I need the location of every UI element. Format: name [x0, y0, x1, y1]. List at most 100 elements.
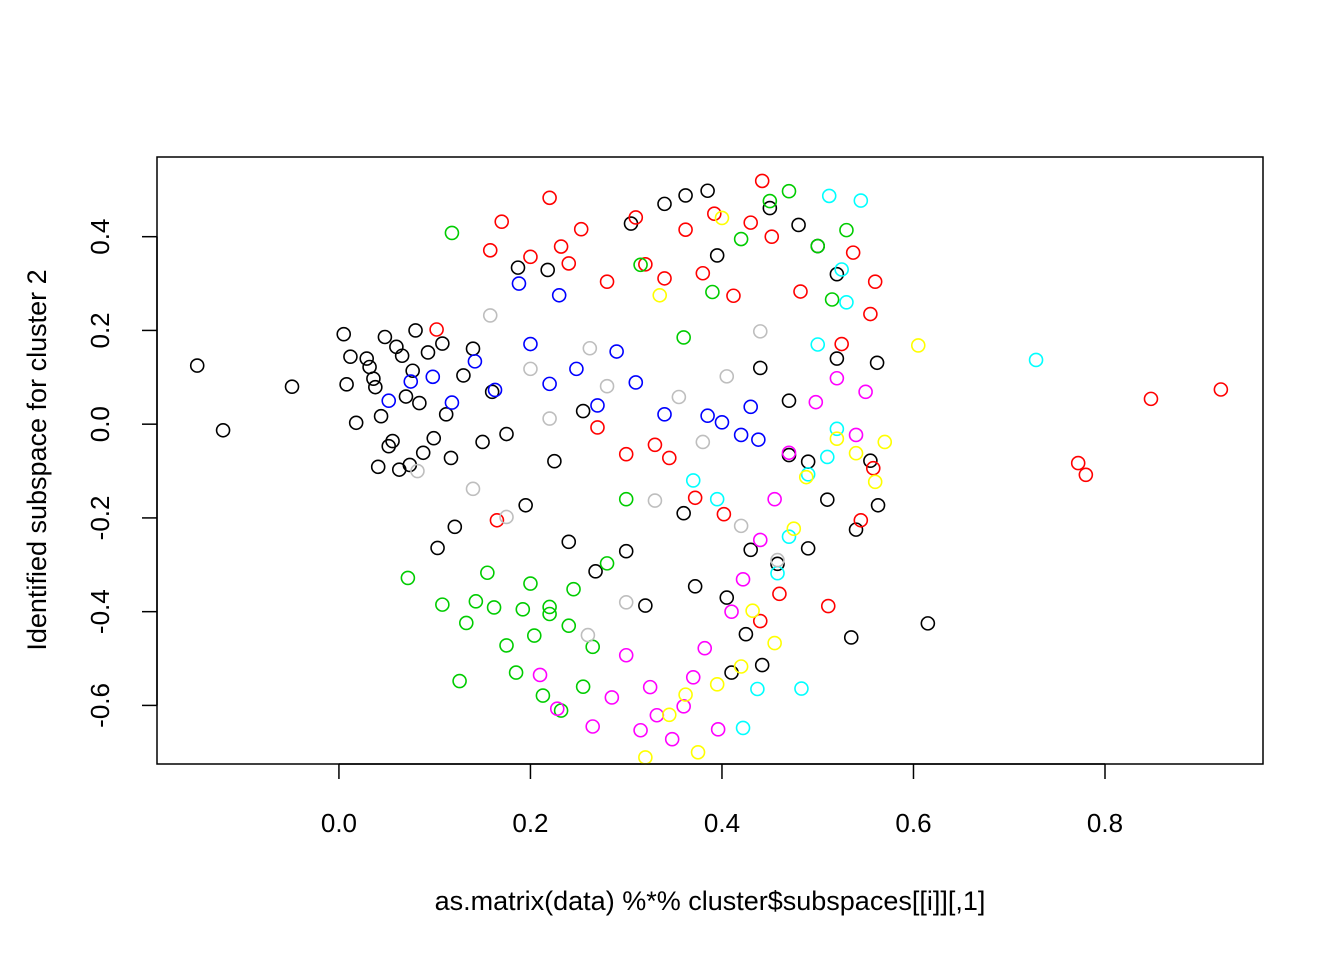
data-point: [662, 450, 677, 466]
data-point: [810, 337, 826, 352]
data-point: [551, 287, 567, 303]
data-point: [829, 370, 845, 386]
data-point: [752, 532, 768, 548]
data-point: [733, 518, 749, 534]
data-point: [430, 540, 445, 556]
data-point: [798, 469, 814, 485]
data-point: [829, 421, 845, 437]
data-point: [585, 719, 600, 734]
data-point: [743, 399, 758, 415]
data-point: [336, 326, 352, 342]
data-point: [465, 481, 481, 497]
data-point: [561, 256, 577, 271]
data-point: [482, 308, 498, 323]
data-point: [456, 368, 471, 383]
data-point: [867, 474, 883, 490]
data-point: [710, 722, 726, 737]
y-tick-label: 0.2: [85, 312, 115, 348]
data-point: [843, 630, 859, 645]
data-point: [767, 491, 782, 507]
data-point: [618, 446, 634, 462]
data-point: [685, 473, 701, 488]
data-point: [499, 426, 514, 442]
data-point: [867, 274, 883, 289]
data-point: [484, 384, 500, 400]
data-point: [695, 434, 711, 450]
data-point: [738, 626, 754, 642]
data-point: [676, 699, 691, 714]
data-point: [719, 369, 735, 384]
data-point: [863, 306, 878, 322]
data-point: [726, 288, 741, 304]
data-point: [642, 679, 658, 695]
plot-area-frame: [156, 156, 1264, 765]
data-point: [618, 647, 634, 663]
data-point: [458, 615, 474, 631]
data-point: [824, 292, 840, 307]
data-point: [599, 556, 615, 571]
data-point: [839, 295, 854, 310]
data-point: [435, 336, 450, 351]
x-tick-label: 0.2: [512, 808, 548, 838]
data-point: [633, 722, 648, 738]
data-point: [762, 193, 778, 209]
data-point: [542, 376, 557, 392]
data-point: [582, 340, 598, 356]
data-point: [657, 196, 672, 212]
data-point: [829, 431, 845, 447]
data-point: [800, 541, 816, 556]
data-point: [540, 262, 555, 278]
data-point: [848, 445, 864, 461]
data-point: [489, 512, 505, 528]
data-point: [764, 229, 780, 244]
data-point: [808, 394, 824, 410]
x-tick-label: 0.4: [704, 808, 740, 838]
data-point: [733, 427, 749, 443]
data-point: [821, 188, 837, 204]
data-point: [724, 604, 739, 619]
data-point: [750, 681, 765, 697]
data-point: [599, 274, 615, 289]
data-point: [420, 345, 436, 360]
data-point: [664, 731, 680, 747]
data-point: [865, 460, 881, 476]
data-point: [410, 463, 425, 479]
data-point: [542, 411, 557, 426]
data-point: [526, 628, 542, 643]
data-point: [754, 657, 770, 673]
data-point: [697, 640, 713, 656]
y-tick-label: 0.4: [85, 219, 115, 255]
x-tick-label: 0.8: [1087, 808, 1123, 838]
data-point: [284, 379, 300, 394]
data-point: [366, 371, 381, 387]
data-point: [465, 341, 481, 357]
x-tick-label: 0.0: [321, 808, 357, 838]
data-point: [870, 497, 886, 513]
data-point: [475, 434, 490, 450]
data-point: [575, 679, 591, 694]
y-axis-label: Identified subspace for cluster 2: [22, 269, 52, 650]
series-group: [410, 308, 785, 643]
data-point: [700, 183, 715, 199]
data-point: [735, 720, 751, 736]
data-point: [343, 349, 358, 364]
data-point: [523, 576, 538, 591]
data-point: [508, 665, 524, 680]
data-point: [588, 564, 603, 579]
data-point: [853, 512, 869, 528]
data-point: [845, 245, 861, 260]
data-point: [695, 265, 711, 281]
data-point: [853, 193, 869, 208]
data-point: [676, 330, 691, 345]
data-point: [573, 221, 589, 237]
data-point: [800, 467, 816, 482]
data-point: [810, 238, 826, 254]
data-point: [415, 445, 431, 461]
data-point: [733, 659, 749, 674]
data-point: [359, 351, 375, 366]
data-point: [339, 377, 354, 392]
data-point: [724, 665, 739, 680]
data-point: [716, 506, 732, 522]
data-point: [394, 348, 410, 364]
data-point: [438, 407, 454, 422]
